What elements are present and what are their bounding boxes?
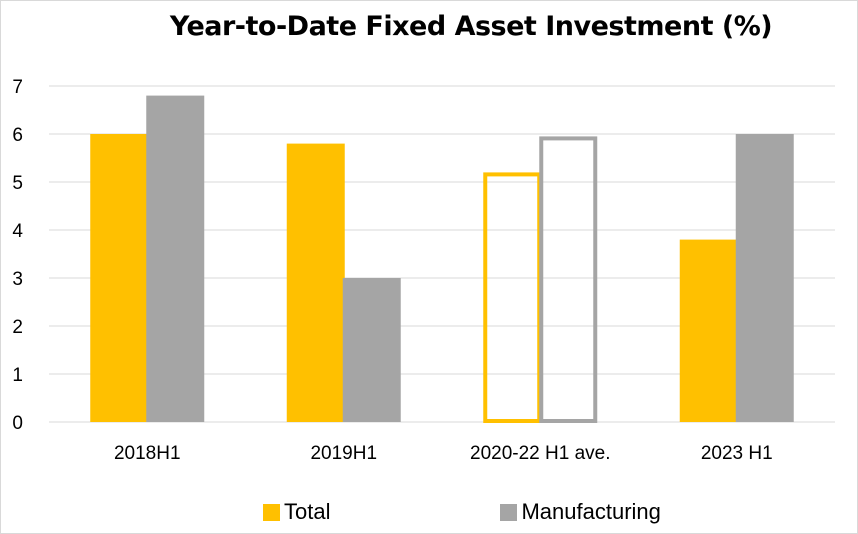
bar-manufacturing-2 bbox=[539, 136, 598, 423]
legend-label-manufacturing: Manufacturing bbox=[521, 499, 661, 524]
legend-label-total: Total bbox=[284, 499, 331, 524]
x-category-label: 2020-22 H1 ave. bbox=[470, 443, 611, 464]
y-tick-label: 3 bbox=[12, 269, 23, 290]
bar-total-1 bbox=[286, 143, 345, 422]
y-tick-label: 2 bbox=[12, 317, 23, 338]
y-axis-ticks: 0 1 2 3 4 5 6 7 bbox=[12, 77, 23, 434]
bar-manufacturing-1 bbox=[342, 278, 401, 422]
y-tick-label: 4 bbox=[12, 221, 23, 242]
legend-item-manufacturing: Manufacturing bbox=[500, 499, 661, 525]
bar-total-3 bbox=[679, 239, 738, 422]
bar-total-2 bbox=[483, 172, 542, 423]
x-category-label: 2019H1 bbox=[310, 443, 377, 464]
x-axis-labels: 2018H1 2019H1 2020-22 H1 ave. 2023 H1 bbox=[114, 443, 773, 464]
legend: Total Manufacturing bbox=[263, 497, 661, 527]
x-category-label: 2018H1 bbox=[114, 443, 181, 464]
bar-total-0 bbox=[90, 134, 149, 422]
y-tick-label: 1 bbox=[12, 365, 23, 386]
y-tick-label: 0 bbox=[12, 413, 23, 434]
legend-swatch-manufacturing bbox=[500, 503, 518, 521]
bar-manufacturing-0 bbox=[146, 95, 205, 422]
bars bbox=[90, 95, 794, 423]
y-tick-label: 7 bbox=[12, 77, 23, 98]
chart-title: Year-to-Date Fixed Asset Investment (%) bbox=[169, 11, 773, 42]
y-tick-label: 6 bbox=[12, 125, 23, 146]
legend-item-total: Total bbox=[263, 499, 330, 525]
bar-manufacturing-3 bbox=[735, 134, 794, 422]
y-tick-label: 5 bbox=[12, 173, 23, 194]
legend-swatch-total bbox=[263, 503, 280, 521]
x-category-label: 2023 H1 bbox=[701, 443, 773, 464]
